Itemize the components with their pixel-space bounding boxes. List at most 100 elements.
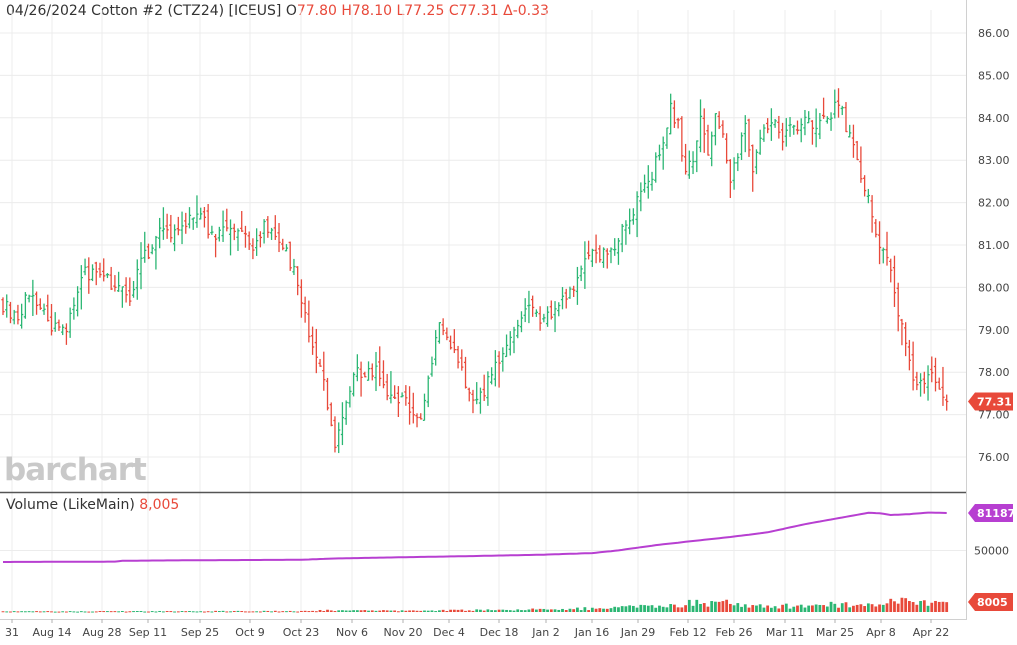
volume-bar — [221, 610, 225, 612]
volume-bar — [740, 606, 743, 612]
volume-bar — [266, 610, 270, 612]
volume-bar — [139, 611, 143, 613]
volume-bar — [191, 611, 195, 613]
volume-bar — [609, 608, 613, 612]
volume-bar — [829, 601, 833, 612]
ohlc-bar — [848, 124, 852, 138]
x-tick-label: Oct 23 — [283, 626, 320, 639]
volume-bar — [124, 611, 128, 613]
ohlc-bar — [456, 345, 460, 369]
volume-bar — [699, 603, 702, 612]
ohlc-bar — [628, 208, 632, 235]
ohlc-bar — [404, 385, 408, 406]
volume-bar — [344, 610, 348, 612]
header-change: Δ-0.33 — [503, 3, 549, 19]
ohlc-bar — [202, 207, 207, 228]
volume-bar — [434, 611, 438, 613]
ohlc-bar — [426, 375, 430, 408]
volume-bar — [370, 610, 374, 612]
ohlc-bar — [810, 120, 815, 145]
volume-bar — [684, 605, 687, 612]
ohlc-bar — [8, 301, 13, 324]
volume-bar — [825, 606, 829, 612]
ohlc-bar — [23, 292, 27, 319]
ohlc-bar — [240, 211, 244, 232]
volume-bar — [479, 609, 482, 612]
ohlc-bar — [624, 220, 628, 245]
volume-bar — [572, 609, 576, 612]
ohlc-bar — [892, 255, 897, 307]
volume-bar — [523, 610, 527, 612]
volume-bar — [128, 611, 132, 613]
header-close: C77.31 — [448, 3, 499, 19]
ohlc-bar — [262, 219, 266, 244]
ohlc-bar — [146, 243, 151, 260]
ohlc-bar — [616, 237, 621, 265]
volume-bar — [57, 611, 61, 613]
ohlc-bar — [941, 366, 945, 406]
volume-bar — [288, 610, 292, 612]
ohlc-bar — [27, 294, 31, 303]
volume-bar — [210, 611, 214, 613]
volume-bar — [874, 606, 878, 612]
volume-bar — [945, 602, 949, 612]
volume-bar — [792, 606, 796, 612]
header-low: L77.25 — [396, 3, 445, 19]
volume-bar — [919, 601, 922, 612]
ohlc-bar — [445, 327, 449, 341]
ohlc-bar — [243, 225, 248, 248]
volume-badge-text: 8005 — [977, 596, 1008, 609]
volume-bar — [613, 606, 617, 612]
ohlc-bar — [117, 271, 121, 292]
volume-bar — [98, 610, 102, 612]
ohlc-bar — [419, 413, 423, 420]
volume-bar — [926, 605, 930, 612]
ohlc-bar — [463, 356, 468, 389]
volume-bar — [676, 607, 680, 612]
volume-bar — [232, 610, 236, 612]
volume-bar — [300, 610, 303, 612]
volume-bar — [915, 604, 919, 612]
volume-bar — [866, 603, 870, 612]
ohlc-bar — [497, 351, 501, 388]
ohlc-bar — [598, 245, 602, 263]
ohlc-bar — [475, 382, 479, 405]
volume-bar — [273, 610, 277, 612]
volume-bar — [691, 605, 695, 612]
volume-bar — [784, 603, 788, 612]
ohlc-bar — [98, 262, 102, 278]
ohlc-bar — [228, 219, 233, 256]
ohlc-bar — [176, 216, 180, 236]
volume-bar — [579, 610, 583, 612]
ohlc-bar — [72, 297, 76, 320]
volume-bar — [53, 611, 57, 613]
volume-bar — [467, 610, 471, 612]
header-symbol: Cotton #2 (CTZ24) [ICEUS] — [91, 3, 282, 19]
price-tick-label: 79.00 — [978, 324, 1010, 337]
volume-bar — [374, 610, 378, 612]
ohlc-bar — [329, 402, 333, 427]
ohlc-bar — [381, 360, 386, 389]
volume-bar — [258, 611, 262, 613]
price-header: 04/26/2024 Cotton #2 (CTZ24) [ICEUS] O77… — [6, 3, 549, 19]
volume-bar — [527, 609, 531, 612]
volume-bar — [482, 610, 486, 612]
x-tick-label: Feb 26 — [716, 626, 753, 639]
volume-bar — [76, 611, 79, 613]
volume-bar — [150, 611, 154, 613]
x-tick-label: Jan 2 — [531, 626, 559, 639]
volume-bar — [109, 611, 113, 613]
ohlc-bar — [299, 279, 303, 318]
ohlc-bar — [385, 373, 389, 401]
volume-bar — [907, 601, 911, 612]
ohlc-bar — [102, 258, 106, 282]
volume-bar — [217, 611, 221, 613]
ohlc-bar — [191, 217, 195, 230]
price-tick-label: 78.00 — [978, 366, 1010, 379]
volume-bar — [594, 608, 598, 612]
ohlc-bar — [277, 223, 281, 253]
ohlc-bar — [695, 140, 699, 173]
volume-bar — [743, 604, 747, 612]
x-tick-label: Nov 20 — [384, 626, 423, 639]
